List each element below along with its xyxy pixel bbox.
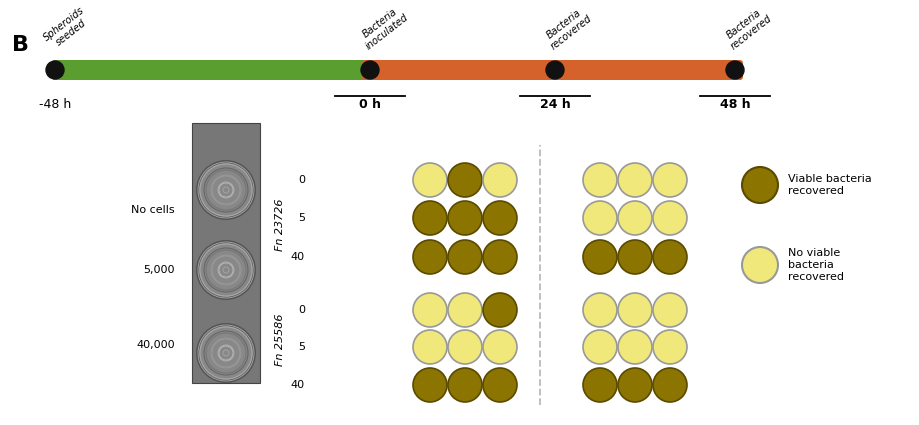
Circle shape	[482, 240, 516, 274]
Circle shape	[413, 368, 447, 402]
Circle shape	[448, 201, 482, 235]
Text: -48 h: -48 h	[39, 98, 71, 111]
FancyBboxPatch shape	[52, 60, 372, 80]
Circle shape	[583, 163, 617, 197]
Circle shape	[448, 330, 482, 364]
Circle shape	[196, 323, 255, 383]
Circle shape	[482, 201, 516, 235]
Circle shape	[583, 201, 617, 235]
Circle shape	[413, 330, 447, 364]
Circle shape	[545, 61, 563, 79]
Circle shape	[618, 330, 652, 364]
Circle shape	[742, 167, 777, 203]
Text: Bacteria
recovered: Bacteria recovered	[541, 5, 594, 52]
Text: 40: 40	[290, 380, 305, 390]
Text: 0: 0	[298, 175, 305, 185]
Circle shape	[618, 163, 652, 197]
Text: 24 h: 24 h	[539, 98, 570, 111]
Text: Fn 25586: Fn 25586	[275, 314, 285, 366]
Circle shape	[413, 201, 447, 235]
Circle shape	[652, 240, 686, 274]
Circle shape	[618, 240, 652, 274]
Circle shape	[482, 330, 516, 364]
Circle shape	[360, 61, 379, 79]
Circle shape	[448, 240, 482, 274]
Circle shape	[482, 368, 516, 402]
Text: 0: 0	[298, 305, 305, 315]
Text: 5,000: 5,000	[143, 265, 175, 275]
Circle shape	[583, 240, 617, 274]
Circle shape	[413, 163, 447, 197]
Circle shape	[652, 330, 686, 364]
Text: No viable
bacteria
recovered: No viable bacteria recovered	[788, 248, 843, 282]
Text: 0 h: 0 h	[358, 98, 380, 111]
Circle shape	[448, 293, 482, 327]
Circle shape	[413, 240, 447, 274]
Circle shape	[618, 293, 652, 327]
Circle shape	[196, 160, 255, 220]
Circle shape	[482, 293, 516, 327]
Text: 5: 5	[298, 342, 305, 352]
Text: Bacteria
recovered: Bacteria recovered	[720, 5, 773, 52]
Circle shape	[196, 240, 255, 300]
Circle shape	[583, 368, 617, 402]
Circle shape	[742, 247, 777, 283]
Text: Viable bacteria
recovered: Viable bacteria recovered	[788, 174, 871, 196]
Circle shape	[482, 163, 516, 197]
Circle shape	[448, 163, 482, 197]
Text: B: B	[12, 35, 29, 55]
Text: No cells: No cells	[131, 205, 175, 215]
Text: Spheroids
seeded: Spheroids seeded	[41, 5, 94, 52]
Circle shape	[652, 293, 686, 327]
Circle shape	[199, 163, 253, 217]
Circle shape	[618, 368, 652, 402]
Circle shape	[583, 293, 617, 327]
Text: 40,000: 40,000	[136, 340, 175, 350]
Circle shape	[448, 368, 482, 402]
Text: 40: 40	[290, 252, 305, 262]
FancyBboxPatch shape	[192, 123, 260, 383]
Circle shape	[652, 163, 686, 197]
Circle shape	[618, 201, 652, 235]
Text: Bacteria
inoculated: Bacteria inoculated	[357, 3, 410, 52]
Text: Fn 23726: Fn 23726	[275, 199, 285, 251]
Circle shape	[652, 201, 686, 235]
FancyBboxPatch shape	[361, 60, 743, 80]
Circle shape	[199, 326, 253, 380]
Circle shape	[583, 330, 617, 364]
Text: 48 h: 48 h	[719, 98, 750, 111]
Circle shape	[46, 61, 64, 79]
Circle shape	[413, 293, 447, 327]
Circle shape	[199, 243, 253, 297]
Text: 5: 5	[298, 213, 305, 223]
Circle shape	[725, 61, 743, 79]
Circle shape	[652, 368, 686, 402]
